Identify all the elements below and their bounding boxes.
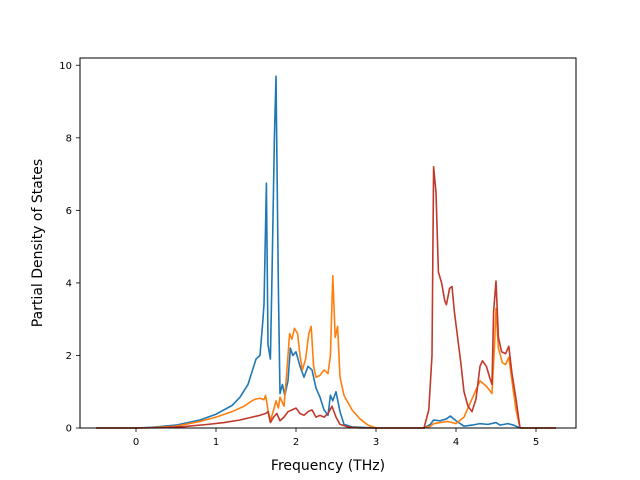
y-tick-label: 6 xyxy=(66,206,72,217)
x-tick-label: 4 xyxy=(453,437,459,448)
y-tick-label: 10 xyxy=(59,61,72,72)
y-tick-label: 4 xyxy=(66,278,72,289)
x-axis-ticks: 0 1 2 3 4 5 xyxy=(133,428,539,448)
series-line-1 xyxy=(96,75,556,429)
series-line-2 xyxy=(96,274,556,429)
y-tick-label: 8 xyxy=(66,133,72,144)
y-axis-ticks: 0 2 4 6 8 10 xyxy=(59,61,80,435)
x-tick-label: 2 xyxy=(293,437,299,448)
y-tick-label: 2 xyxy=(66,351,72,362)
x-axis-label: Frequency (THz) xyxy=(271,458,385,474)
x-tick-label: 3 xyxy=(373,437,379,448)
y-tick-label: 0 xyxy=(66,424,72,435)
x-tick-label: 1 xyxy=(213,437,219,448)
x-tick-label: 5 xyxy=(533,437,539,448)
y-axis-label: Partial Density of States xyxy=(30,159,46,327)
plot-frame xyxy=(79,57,577,429)
x-tick-label: 0 xyxy=(133,437,139,448)
